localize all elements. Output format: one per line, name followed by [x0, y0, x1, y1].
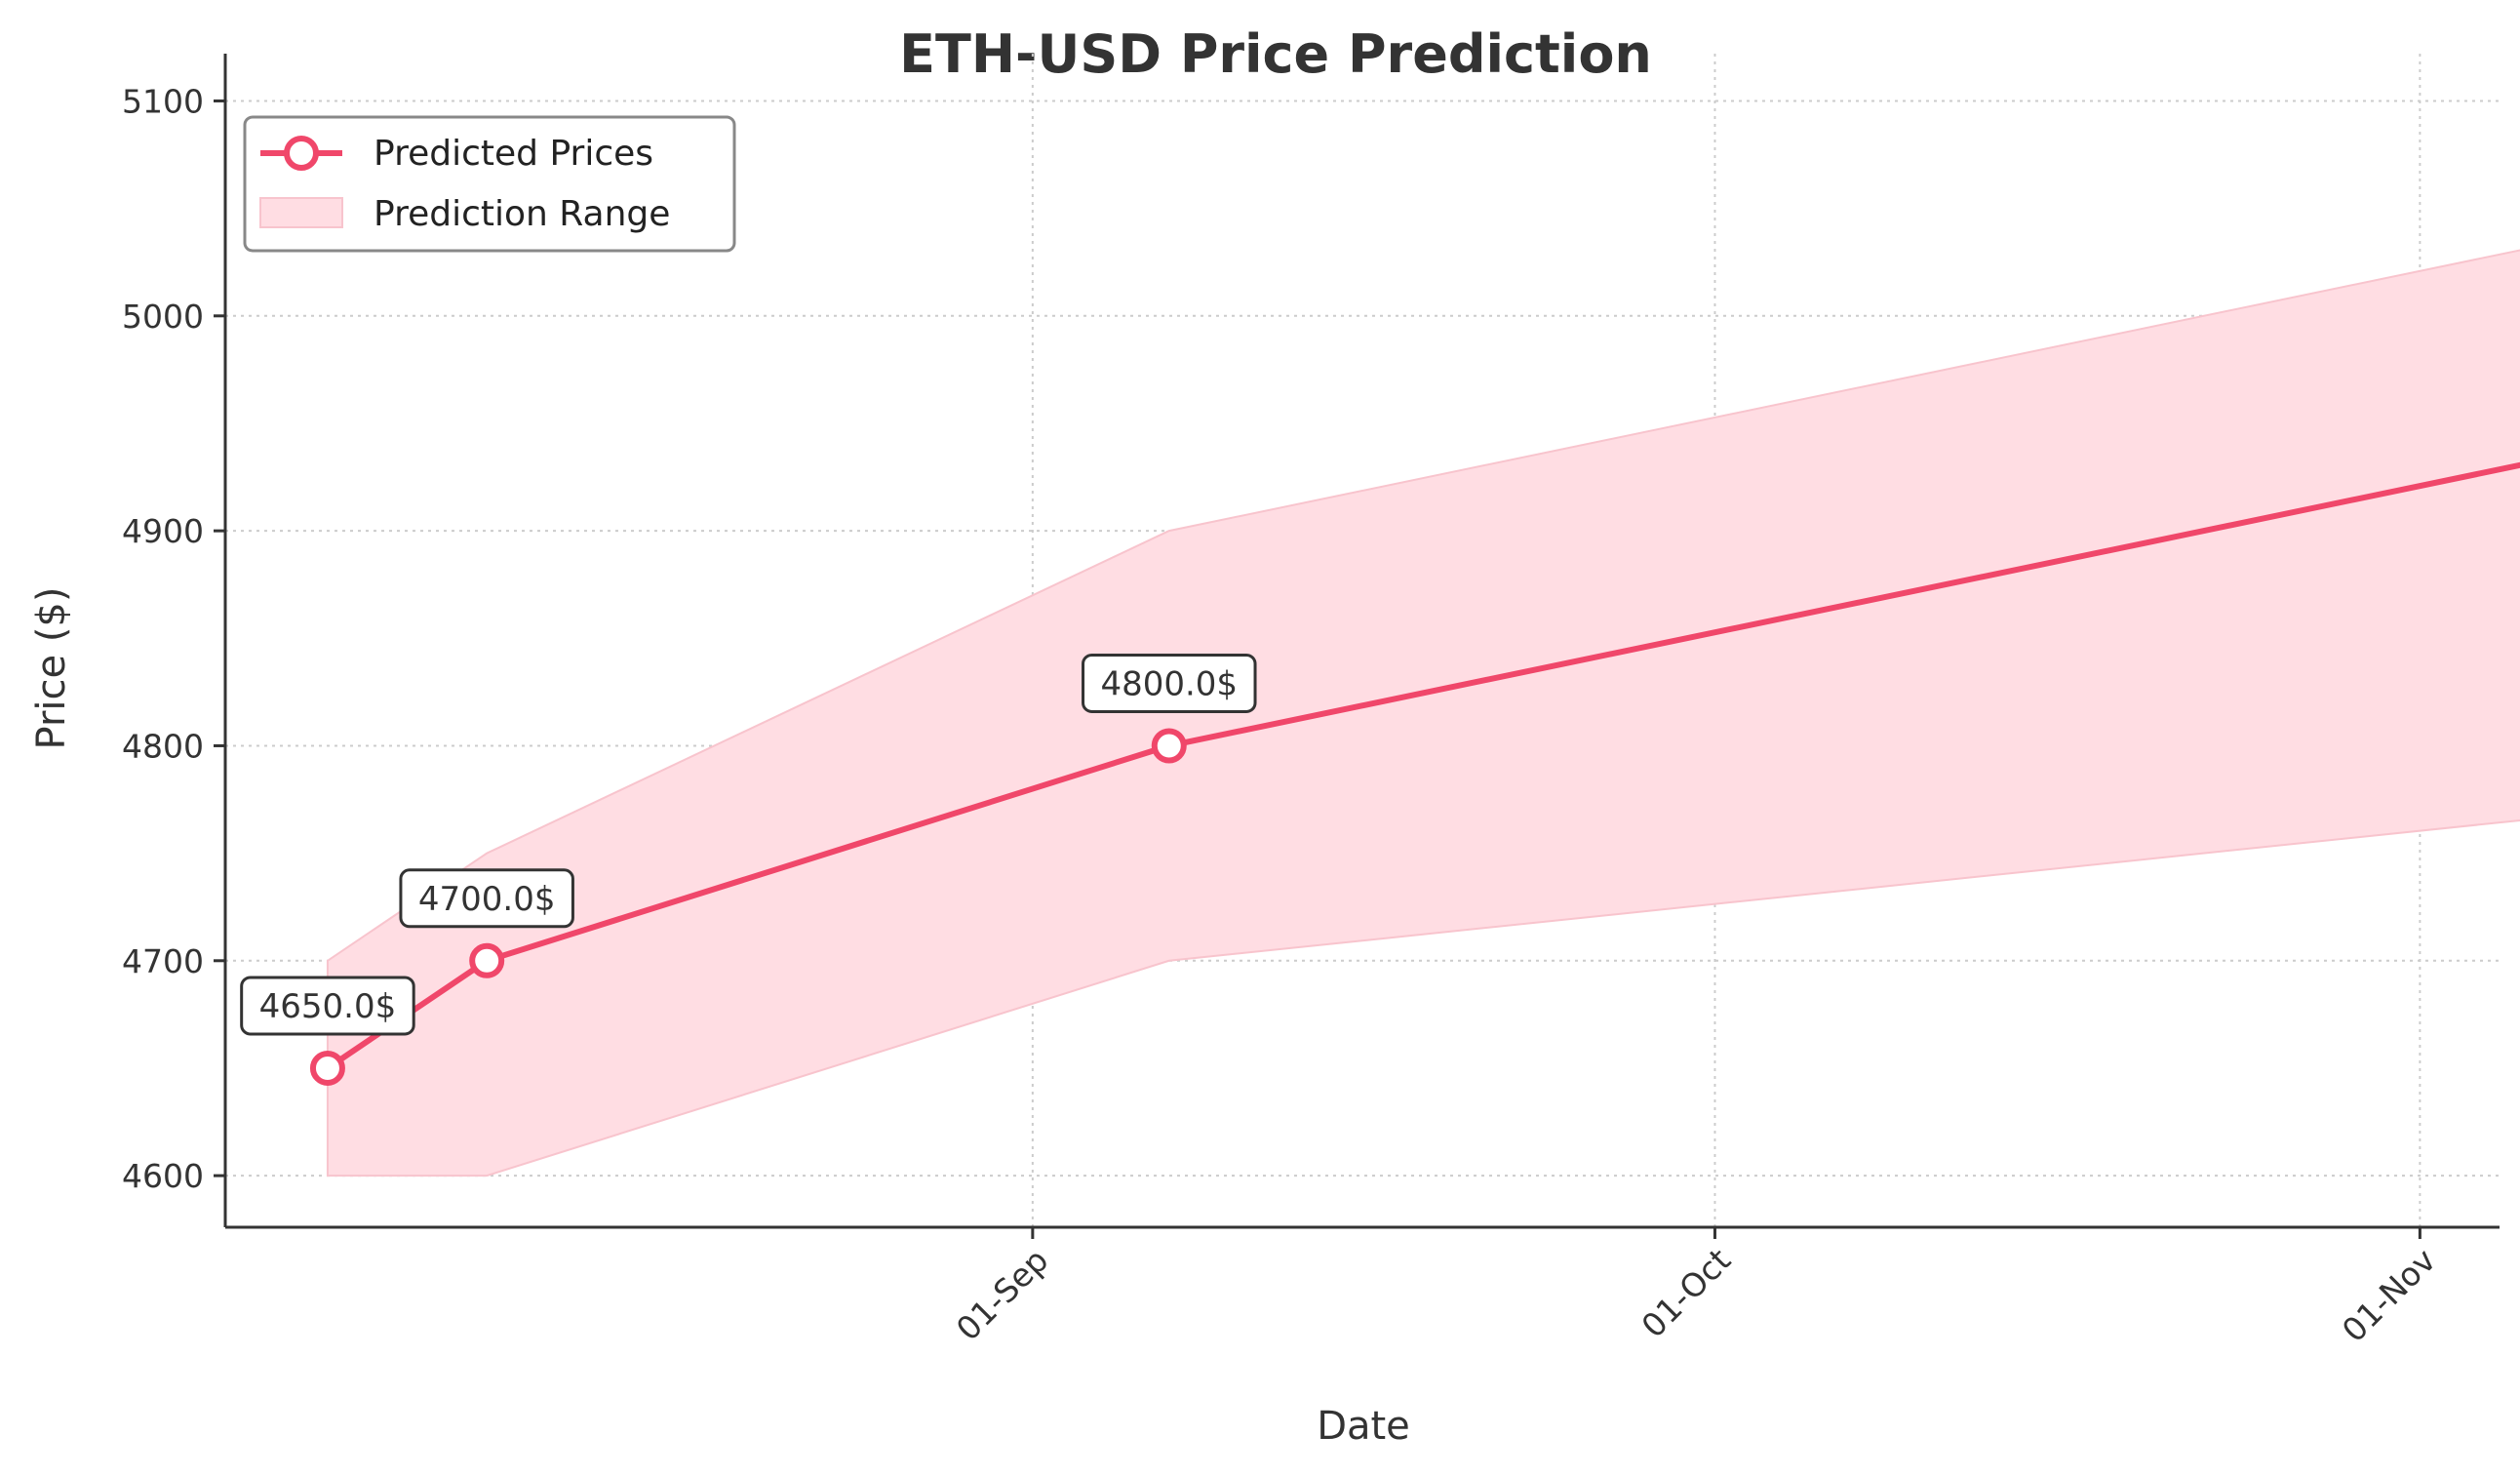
chart-title: ETH-USD Price Prediction [899, 23, 1652, 85]
y-tick-label: 5000 [122, 298, 204, 336]
legend-marker-swatch [284, 136, 319, 171]
y-tick-label: 4700 [122, 942, 204, 980]
annotation-label: 4700.0$ [418, 880, 556, 919]
legend-area-swatch [259, 197, 343, 228]
x-tick-label: 01-Nov [2335, 1241, 2443, 1349]
predicted-price-point [309, 1050, 345, 1086]
legend-label-prediction-range: Prediction Range [374, 194, 670, 234]
axes [223, 54, 2500, 1229]
y-tick-label: 4600 [122, 1157, 204, 1195]
annotation-box [399, 868, 574, 929]
annotation-box [1082, 653, 1257, 713]
x-tick-label: 01-Sep [949, 1241, 1056, 1348]
y-axis-label: Price ($) [29, 587, 74, 750]
x-axis-label: Date [1317, 1404, 1410, 1449]
y-tick-label: 4900 [122, 512, 204, 550]
legend-frame [243, 115, 736, 253]
y-tick-label: 5100 [122, 82, 204, 120]
y-tick-label: 4800 [122, 727, 204, 765]
predicted-price-point [469, 942, 505, 978]
x-tick-label: 01-Oct [1634, 1241, 1738, 1345]
annotation-label: 4650.0$ [259, 987, 397, 1026]
predicted-price-point [1151, 728, 1187, 764]
price-annotations: 4650.0$4700.0$4800.0$5000.0$ [240, 653, 1257, 1036]
legend: Predicted Prices Prediction Range [243, 115, 736, 253]
annotation-label: 4800.0$ [1100, 664, 1238, 703]
annotation-box [240, 976, 415, 1036]
prediction-range-band [326, 249, 2520, 1177]
legend-label-predicted-prices: Predicted Prices [374, 134, 653, 174]
prediction-range-area [326, 249, 2520, 1177]
